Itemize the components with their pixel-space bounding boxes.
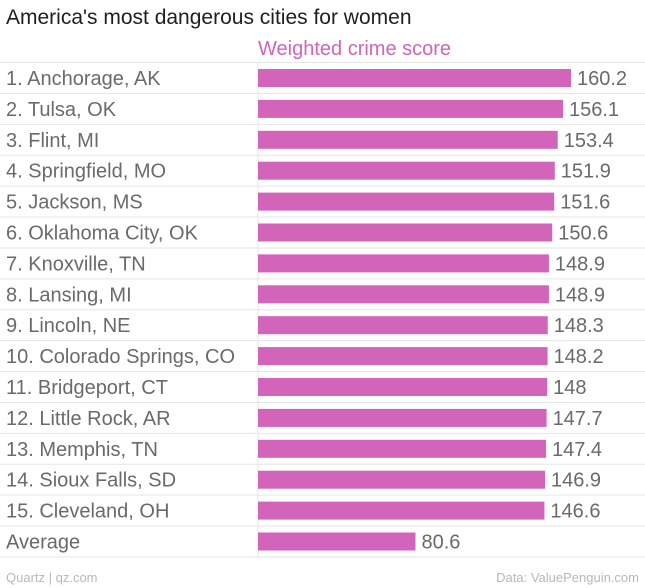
category-label: 5. Jackson, MS xyxy=(6,192,143,214)
value-label: 148.2 xyxy=(554,346,604,368)
value-label: 147.7 xyxy=(553,408,603,430)
series-label: Weighted crime score xyxy=(258,38,452,60)
value-label: 147.4 xyxy=(552,439,602,461)
category-label: 3. Flint, MI xyxy=(6,130,99,152)
bar xyxy=(258,285,549,304)
value-label: 151.9 xyxy=(561,161,611,183)
bar xyxy=(258,254,549,273)
category-label: 13. Memphis, TN xyxy=(6,439,158,461)
footer-data-source: Data: ValuePenguin.com xyxy=(496,570,639,585)
value-label: 156.1 xyxy=(569,99,619,121)
bar xyxy=(258,99,563,118)
chart-title: America's most dangerous cities for wome… xyxy=(6,6,412,29)
bar xyxy=(258,501,545,520)
category-label: 14. Sioux Falls, SD xyxy=(6,470,176,492)
value-label: 148 xyxy=(553,377,586,399)
category-label: Average xyxy=(6,532,80,554)
value-label: 80.6 xyxy=(421,532,460,554)
bar-chart: 1. Anchorage, AK 160.2 2. Tulsa, OK 156.1 3.… xyxy=(0,62,645,558)
value-label: 150.6 xyxy=(558,223,608,245)
bar xyxy=(258,439,546,458)
value-label: 151.6 xyxy=(560,192,610,214)
value-label: 153.4 xyxy=(564,130,614,152)
category-label: 10. Colorado Springs, CO xyxy=(6,346,235,368)
category-label: 11. Bridgeport, CT xyxy=(6,377,168,399)
value-label: 146.6 xyxy=(550,501,600,523)
bar xyxy=(258,130,558,149)
bar xyxy=(258,69,571,87)
category-label: 4. Springfield, MO xyxy=(6,161,166,183)
value-label: 148.3 xyxy=(554,315,604,337)
category-label: 2. Tulsa, OK xyxy=(6,99,117,121)
bar xyxy=(258,408,547,427)
category-label: 8. Lansing, MI xyxy=(6,284,132,306)
bar xyxy=(258,192,555,211)
bar xyxy=(258,470,546,489)
category-label: 15. Cleveland, OH xyxy=(6,501,169,523)
value-label: 148.9 xyxy=(555,284,605,306)
bar xyxy=(258,378,548,396)
category-label: 7. Knoxville, TN xyxy=(6,253,146,275)
value-label: 160.2 xyxy=(577,68,627,90)
value-label: 146.9 xyxy=(551,470,601,492)
bar xyxy=(258,347,548,366)
category-label: 6. Oklahoma City, OK xyxy=(6,223,199,245)
value-label: 148.9 xyxy=(555,253,605,275)
category-label: 1. Anchorage, AK xyxy=(6,68,161,90)
category-label: 12. Little Rock, AR xyxy=(6,408,171,430)
bar xyxy=(258,532,416,551)
footer-credit: Quartz | qz.com xyxy=(6,570,98,585)
bar xyxy=(258,223,553,242)
category-label: 9. Lincoln, NE xyxy=(6,315,131,337)
bar xyxy=(258,161,555,180)
bar xyxy=(258,316,548,335)
